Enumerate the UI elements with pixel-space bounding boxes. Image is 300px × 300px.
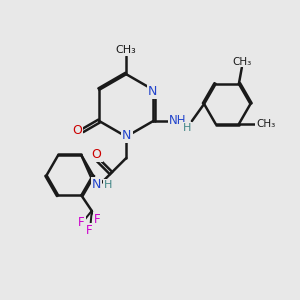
Text: NH: NH [169, 114, 187, 127]
Text: CH₃: CH₃ [232, 57, 251, 67]
Text: O: O [92, 148, 101, 161]
Text: H: H [183, 123, 191, 133]
Text: CH₃: CH₃ [256, 119, 275, 129]
Text: N: N [92, 178, 101, 191]
Text: N: N [148, 85, 157, 98]
Text: H: H [104, 180, 112, 190]
Text: F: F [86, 224, 93, 237]
Text: O: O [72, 124, 82, 137]
Text: F: F [94, 213, 101, 226]
Text: N: N [122, 129, 131, 142]
Text: CH₃: CH₃ [116, 45, 136, 55]
Text: F: F [78, 216, 85, 229]
